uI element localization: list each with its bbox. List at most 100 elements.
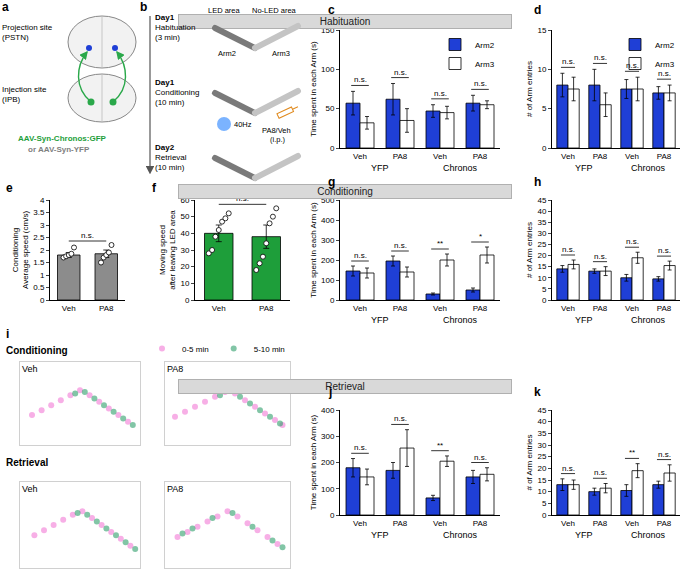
svg-text:PA8/Veh: PA8/Veh (262, 126, 291, 135)
svg-text:1.5: 1.5 (33, 258, 45, 267)
svg-text:PA8: PA8 (657, 152, 672, 161)
svg-text:20: 20 (537, 464, 546, 473)
svg-text:400: 400 (321, 216, 335, 225)
svg-text:5: 5 (542, 104, 547, 113)
svg-text:n.s.: n.s. (594, 252, 607, 261)
svg-text:Habituation: Habituation (155, 23, 195, 32)
svg-text:j: j (328, 385, 332, 399)
svg-text:Arm3: Arm3 (475, 60, 495, 69)
svg-text:0-5 min: 0-5 min (182, 345, 209, 354)
svg-text:n.s.: n.s. (354, 443, 367, 452)
svg-text:Conditioning: Conditioning (6, 345, 68, 356)
svg-text:Veh: Veh (62, 304, 76, 313)
svg-text:n.s.: n.s. (394, 68, 407, 77)
svg-text:Arm2: Arm2 (475, 41, 495, 50)
svg-text:Veh: Veh (22, 484, 38, 494)
svg-text:b: b (140, 0, 147, 14)
svg-text:Veh: Veh (353, 304, 367, 313)
svg-text:10: 10 (537, 274, 546, 283)
svg-text:n.s.: n.s. (594, 53, 607, 62)
svg-text:g: g (328, 175, 335, 189)
svg-text:(i.p.): (i.p.) (270, 135, 286, 144)
svg-text:YFP: YFP (575, 163, 593, 173)
svg-text:Veh: Veh (625, 152, 639, 161)
svg-text:0: 0 (185, 296, 190, 305)
svg-text:30: 30 (537, 229, 546, 238)
svg-text:Chronos: Chronos (443, 163, 478, 173)
svg-text:Arm3: Arm3 (655, 60, 675, 69)
svg-text:**: ** (629, 448, 635, 457)
svg-text:Retrieval: Retrieval (155, 153, 187, 162)
svg-text:n.s.: n.s. (594, 468, 607, 477)
svg-text:300: 300 (321, 432, 335, 441)
svg-text:n.s.: n.s. (474, 453, 487, 462)
svg-text:100: 100 (321, 65, 335, 74)
svg-text:25: 25 (537, 240, 546, 249)
svg-text:YFP: YFP (575, 315, 593, 325)
svg-text:PA8: PA8 (593, 152, 608, 161)
svg-text:15: 15 (537, 476, 546, 485)
svg-text:4: 4 (40, 196, 45, 205)
svg-text:PA8: PA8 (593, 304, 608, 313)
svg-text:Veh: Veh (212, 304, 226, 313)
svg-text:200: 200 (321, 458, 335, 467)
svg-text:(10 min): (10 min) (155, 163, 185, 172)
svg-text:n.s.: n.s. (394, 241, 407, 250)
svg-text:40: 40 (180, 229, 189, 238)
svg-text:Day1: Day1 (155, 13, 175, 22)
svg-text:Arm3: Arm3 (272, 49, 290, 58)
svg-text:n.s.: n.s. (354, 251, 367, 260)
svg-text:0: 0 (40, 296, 45, 305)
svg-text:Projection site: Projection site (2, 23, 53, 32)
svg-text:Chronos: Chronos (631, 530, 666, 540)
svg-text:Arm2: Arm2 (218, 49, 236, 58)
svg-text:or AAV-Syn-YFP: or AAV-Syn-YFP (28, 145, 90, 154)
svg-text:10: 10 (537, 65, 546, 74)
svg-text:25: 25 (537, 452, 546, 461)
svg-text:Conditioning: Conditioning (155, 88, 199, 97)
svg-text:1: 1 (40, 271, 45, 280)
svg-text:Veh: Veh (561, 519, 575, 528)
svg-text:n.s.: n.s. (626, 237, 639, 246)
svg-text:3: 3 (40, 221, 45, 230)
svg-text:(10 min): (10 min) (155, 98, 185, 107)
svg-text:20: 20 (537, 251, 546, 260)
svg-text:100: 100 (321, 485, 335, 494)
svg-text:No-LED area: No-LED area (252, 6, 297, 15)
svg-text:# of Arm entries: # of Arm entries (525, 222, 534, 278)
svg-text:PA8: PA8 (167, 484, 183, 494)
svg-text:50: 50 (180, 212, 189, 221)
svg-text:PA8: PA8 (657, 304, 672, 313)
svg-text:0: 0 (542, 144, 547, 153)
svg-text:0: 0 (330, 511, 335, 520)
svg-text:0: 0 (330, 144, 335, 153)
svg-text:Veh: Veh (353, 152, 367, 161)
svg-text:**: ** (437, 441, 443, 450)
svg-text:Time spent in each Arm (s): Time spent in each Arm (s) (309, 415, 318, 511)
svg-text:*: * (479, 232, 482, 241)
svg-text:Veh: Veh (353, 519, 367, 528)
svg-text:YFP: YFP (371, 163, 389, 173)
svg-text:AAV-Syn-Chronos:GFP: AAV-Syn-Chronos:GFP (18, 134, 107, 143)
svg-text:a: a (2, 0, 9, 14)
svg-text:3.5: 3.5 (33, 208, 45, 217)
svg-text:n.s.: n.s. (658, 69, 671, 78)
svg-text:5-10 min: 5-10 min (254, 345, 285, 354)
svg-text:n.s.: n.s. (474, 79, 487, 88)
svg-text:n.s.: n.s. (236, 194, 249, 203)
svg-text:Veh: Veh (561, 304, 575, 313)
svg-text:Moving speedafter leaving LED: Moving speedafter leaving LED area (158, 210, 177, 290)
svg-text:# of Arm entries: # of Arm entries (525, 61, 534, 117)
svg-text:30: 30 (537, 441, 546, 450)
svg-text:Habituation: Habituation (320, 16, 371, 27)
svg-text:(PSTN): (PSTN) (2, 33, 29, 42)
svg-text:PA8: PA8 (99, 304, 114, 313)
svg-text:50: 50 (325, 104, 334, 113)
svg-text:0: 0 (542, 511, 547, 520)
svg-text:h: h (534, 175, 541, 189)
svg-text:PA8: PA8 (393, 152, 408, 161)
svg-text:Veh: Veh (433, 519, 447, 528)
svg-text:**: ** (437, 239, 443, 248)
svg-text:e: e (6, 181, 13, 195)
svg-text:(3 min): (3 min) (155, 33, 180, 42)
